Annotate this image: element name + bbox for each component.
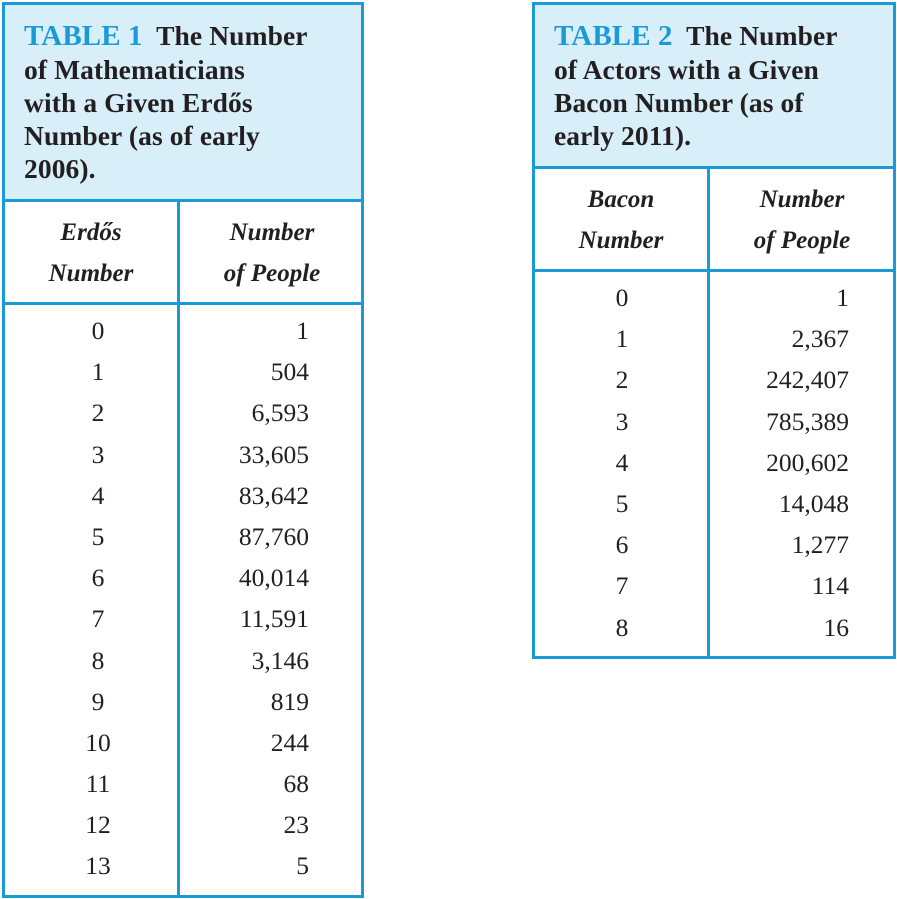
cell-count: 242,407: [766, 365, 849, 395]
cell-degree: 12: [85, 810, 111, 840]
cell-degree: 7: [91, 604, 105, 634]
cell-count: 785,389: [766, 406, 849, 436]
cell-count: 33,605: [238, 439, 309, 469]
table-caption: TABLE 1 The Number of Mathematicians wit…: [5, 5, 361, 202]
column-divider: [707, 169, 710, 656]
cell-degree: 9: [91, 686, 105, 716]
table-row: 1 504: [5, 357, 361, 398]
column-divider: [177, 202, 180, 895]
col-header-number-of-people: Number of People: [223, 219, 321, 287]
cell-count: 40,014: [238, 563, 309, 593]
table-row: 2 6,593: [5, 398, 361, 439]
col-header-erdos-number: Erdős Number: [48, 219, 134, 287]
cell-count: 83,642: [238, 480, 309, 510]
table-row: 4 200,602: [535, 448, 893, 489]
cell-count: 819: [270, 686, 309, 716]
cell-count: 1: [296, 316, 309, 345]
col-header-number-of-people: Number of People: [753, 186, 851, 254]
cell-degree: 8: [615, 612, 629, 642]
cell-count: 244: [270, 727, 309, 757]
cell-degree: 6: [615, 530, 629, 560]
cell-degree: 0: [91, 316, 105, 345]
table-row: 7 114: [535, 571, 893, 612]
caption-line: of Mathematicians: [24, 54, 245, 85]
table-row: 4 83,642: [5, 481, 361, 522]
cell-count: 87,760: [238, 521, 309, 551]
table-label: TABLE 1: [24, 20, 143, 52]
cell-degree: 1: [615, 324, 629, 354]
table-row: 5 87,760: [5, 522, 361, 563]
cell-degree: 1: [91, 357, 105, 387]
caption-line: The Number: [686, 20, 838, 51]
table-row: 6 40,014: [5, 563, 361, 604]
cell-count: 6,593: [251, 398, 309, 428]
cell-degree: 2: [91, 398, 105, 428]
table-row: 10 244: [5, 728, 361, 769]
table-row: 12 23: [5, 810, 361, 851]
caption-line: of Actors with a Given: [554, 54, 819, 85]
cell-count: 16: [823, 612, 850, 642]
cell-degree: 4: [91, 480, 105, 510]
table-row: 6 1,277: [535, 530, 893, 571]
column-headers: Bacon Number Number of People: [535, 169, 893, 272]
cell-count: 68: [283, 769, 310, 799]
cell-count: 200,602: [766, 447, 849, 477]
cell-count: 23: [283, 810, 310, 840]
cell-count: 5: [296, 851, 309, 881]
cell-degree: 10: [85, 727, 111, 757]
table-label: TABLE 2: [554, 20, 673, 52]
cell-degree: 7: [615, 571, 629, 601]
table-row: 3 33,605: [5, 440, 361, 481]
table-row: 8 16: [535, 613, 893, 654]
bacon-number-table: TABLE 2 The Number of Actors with a Give…: [532, 2, 896, 659]
caption-line: Bacon Number (as of: [554, 87, 804, 118]
table-row: 5 14,048: [535, 489, 893, 530]
table-row: 8 3,146: [5, 646, 361, 687]
table-row: 9 819: [5, 687, 361, 728]
table-body: 0 1 1 504 2 6,593 3 33,605 4 83,642 5 87,760 6 40,014…: [5, 305, 361, 893]
cell-degree: 8: [91, 645, 105, 675]
cell-count: 3,146: [251, 645, 309, 675]
cell-count: 114: [811, 571, 849, 601]
cell-degree: 3: [615, 406, 629, 436]
cell-degree: 11: [85, 769, 111, 799]
cell-degree: 5: [91, 521, 105, 551]
table-row: 1 2,367: [535, 324, 893, 365]
table-row: 7 11,591: [5, 604, 361, 645]
cell-degree: 5: [615, 488, 629, 518]
cell-degree: 13: [85, 851, 111, 881]
table-row: 13 5: [5, 851, 361, 892]
erdos-number-table: TABLE 1 The Number of Mathematicians wit…: [2, 2, 364, 898]
cell-degree: 3: [91, 439, 105, 469]
cell-count: 1,277: [791, 530, 849, 560]
table-row: 2 242,407: [535, 365, 893, 406]
caption-line: 2006).: [24, 153, 96, 184]
col-header-bacon-number: Bacon Number: [578, 186, 664, 254]
column-headers: Erdős Number Number of People: [5, 202, 361, 305]
cell-count: 14,048: [778, 488, 849, 518]
cell-count: 504: [270, 357, 309, 387]
table-row: 11 68: [5, 769, 361, 810]
cell-degree: 2: [615, 365, 629, 395]
table-caption: TABLE 2 The Number of Actors with a Give…: [535, 5, 893, 169]
cell-degree: 4: [615, 447, 629, 477]
table-body: 0 1 1 2,367 2 242,407 3 785,389 4 200,602 5 14,048 6…: [535, 272, 893, 654]
cell-degree: 0: [615, 283, 629, 312]
caption-line: early 2011).: [554, 120, 692, 151]
cell-degree: 6: [91, 563, 105, 593]
caption-line: with a Given Erdős: [24, 87, 253, 118]
table-row: 3 785,389: [535, 407, 893, 448]
caption-line: The Number: [156, 20, 308, 51]
cell-count: 11,591: [239, 604, 309, 634]
cell-count: 1: [836, 283, 849, 312]
caption-line: Number (as of early: [24, 120, 260, 151]
cell-count: 2,367: [791, 324, 849, 354]
